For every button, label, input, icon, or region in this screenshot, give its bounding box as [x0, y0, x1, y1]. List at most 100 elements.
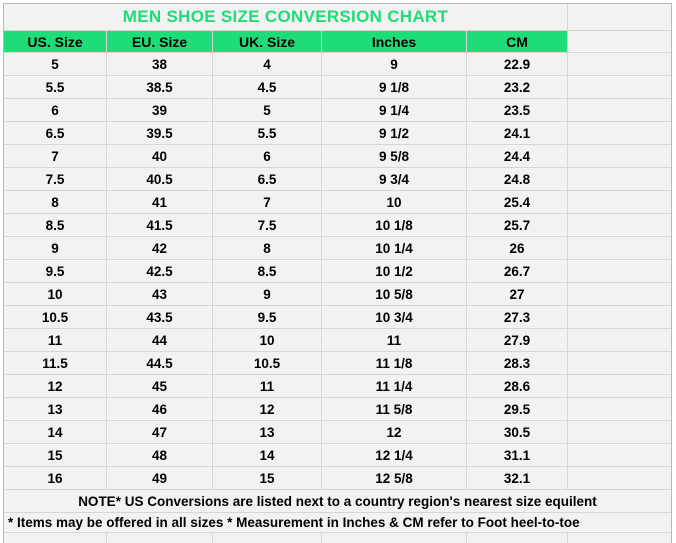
table-cell[interactable]: 43.5 [107, 306, 212, 328]
table-cell[interactable]: 27.9 [467, 329, 567, 351]
table-cell[interactable]: 39.5 [107, 122, 212, 144]
row-empty-cell[interactable] [568, 283, 671, 305]
table-cell[interactable]: 27 [467, 283, 567, 305]
note-row-measurement[interactable]: * Items may be offered in all sizes * Me… [4, 513, 671, 532]
table-cell[interactable]: 14 [213, 444, 321, 466]
table-cell[interactable]: 23.2 [467, 76, 567, 98]
row-empty-cell[interactable] [568, 375, 671, 397]
title-row-empty-cell[interactable] [568, 4, 671, 30]
table-cell[interactable]: 6 [4, 99, 106, 121]
table-cell[interactable]: 12 [4, 375, 106, 397]
table-cell[interactable]: 13 [213, 421, 321, 443]
table-cell[interactable]: 15 [213, 467, 321, 489]
table-cell[interactable]: 38.5 [107, 76, 212, 98]
table-cell[interactable]: 10.5 [213, 352, 321, 374]
row-empty-cell[interactable] [568, 76, 671, 98]
chart-title-cell[interactable]: MEN SHOE SIZE CONVERSION CHART [4, 4, 567, 30]
table-cell[interactable]: 10.5 [4, 306, 106, 328]
table-cell[interactable]: 4 [213, 53, 321, 75]
table-cell[interactable]: 9 1/4 [322, 99, 466, 121]
table-cell[interactable]: 7.5 [4, 168, 106, 190]
table-cell[interactable]: 10 5/8 [322, 283, 466, 305]
table-cell[interactable]: 9.5 [4, 260, 106, 282]
table-cell[interactable]: 12 [213, 398, 321, 420]
table-cell[interactable]: 9 1/2 [322, 122, 466, 144]
table-cell[interactable]: 24.4 [467, 145, 567, 167]
row-empty-cell[interactable] [568, 398, 671, 420]
table-cell[interactable]: 8.5 [213, 260, 321, 282]
table-cell[interactable]: 11 [213, 375, 321, 397]
header-cell-2[interactable]: UK. Size [213, 31, 321, 52]
row-empty-cell[interactable] [568, 444, 671, 466]
table-cell[interactable]: 14 [4, 421, 106, 443]
table-cell[interactable]: 7 [213, 191, 321, 213]
table-cell[interactable]: 11 5/8 [322, 398, 466, 420]
table-cell[interactable]: 44 [107, 329, 212, 351]
table-cell[interactable]: 10 1/8 [322, 214, 466, 236]
table-cell[interactable]: 10 [213, 329, 321, 351]
row-empty-cell[interactable] [568, 145, 671, 167]
table-cell[interactable]: 11.5 [4, 352, 106, 374]
row-empty-cell[interactable] [568, 306, 671, 328]
table-cell[interactable]: 11 [4, 329, 106, 351]
row-empty-cell[interactable] [568, 467, 671, 489]
table-cell[interactable]: 25.4 [467, 191, 567, 213]
row-empty-cell[interactable] [568, 122, 671, 144]
table-cell[interactable]: 11 1/4 [322, 375, 466, 397]
table-cell[interactable]: 28.3 [467, 352, 567, 374]
table-cell[interactable]: 8.5 [4, 214, 106, 236]
table-cell[interactable]: 9.5 [213, 306, 321, 328]
table-cell[interactable]: 45 [107, 375, 212, 397]
table-cell[interactable]: 9 [322, 53, 466, 75]
table-cell[interactable]: 48 [107, 444, 212, 466]
table-cell[interactable]: 28.6 [467, 375, 567, 397]
table-cell[interactable]: 4.5 [213, 76, 321, 98]
table-cell[interactable]: 29.5 [467, 398, 567, 420]
table-cell[interactable]: 5 [4, 53, 106, 75]
table-cell[interactable]: 6 [213, 145, 321, 167]
header-row-empty-cell[interactable] [568, 31, 671, 52]
header-cell-1[interactable]: EU. Size [107, 31, 212, 52]
table-cell[interactable]: 32.1 [467, 467, 567, 489]
table-cell[interactable]: 49 [107, 467, 212, 489]
table-cell[interactable]: 8 [4, 191, 106, 213]
row-empty-cell[interactable] [568, 237, 671, 259]
row-empty-cell[interactable] [568, 214, 671, 236]
table-cell[interactable]: 5 [213, 99, 321, 121]
header-cell-3[interactable]: Inches [322, 31, 466, 52]
table-cell[interactable]: 38 [107, 53, 212, 75]
table-cell[interactable]: 22.9 [467, 53, 567, 75]
row-empty-cell[interactable] [568, 168, 671, 190]
table-cell[interactable]: 7.5 [213, 214, 321, 236]
table-cell[interactable]: 24.8 [467, 168, 567, 190]
partial-empty-cell[interactable] [568, 533, 671, 543]
table-cell[interactable]: 10 1/4 [322, 237, 466, 259]
table-cell[interactable]: 9 5/8 [322, 145, 466, 167]
table-cell[interactable]: 15 [4, 444, 106, 466]
table-cell[interactable]: 6.5 [4, 122, 106, 144]
table-cell[interactable]: 12 1/4 [322, 444, 466, 466]
row-empty-cell[interactable] [568, 421, 671, 443]
table-cell[interactable]: 24.1 [467, 122, 567, 144]
table-cell[interactable]: 41 [107, 191, 212, 213]
row-empty-cell[interactable] [568, 99, 671, 121]
table-cell[interactable]: 42 [107, 237, 212, 259]
table-cell[interactable]: 42.5 [107, 260, 212, 282]
table-cell[interactable]: 10 [322, 191, 466, 213]
row-empty-cell[interactable] [568, 191, 671, 213]
row-empty-cell[interactable] [568, 53, 671, 75]
table-cell[interactable]: 26.7 [467, 260, 567, 282]
row-empty-cell[interactable] [568, 329, 671, 351]
table-cell[interactable]: 16 [4, 467, 106, 489]
table-cell[interactable]: 9 [4, 237, 106, 259]
table-cell[interactable]: 39 [107, 99, 212, 121]
table-cell[interactable]: 11 [322, 329, 466, 351]
table-cell[interactable]: 12 [322, 421, 466, 443]
table-cell[interactable]: 12 5/8 [322, 467, 466, 489]
table-cell[interactable]: 25.7 [467, 214, 567, 236]
table-cell[interactable]: 40.5 [107, 168, 212, 190]
table-cell[interactable]: 26 [467, 237, 567, 259]
table-cell[interactable]: 9 3/4 [322, 168, 466, 190]
table-cell[interactable]: 7 [4, 145, 106, 167]
row-empty-cell[interactable] [568, 352, 671, 374]
